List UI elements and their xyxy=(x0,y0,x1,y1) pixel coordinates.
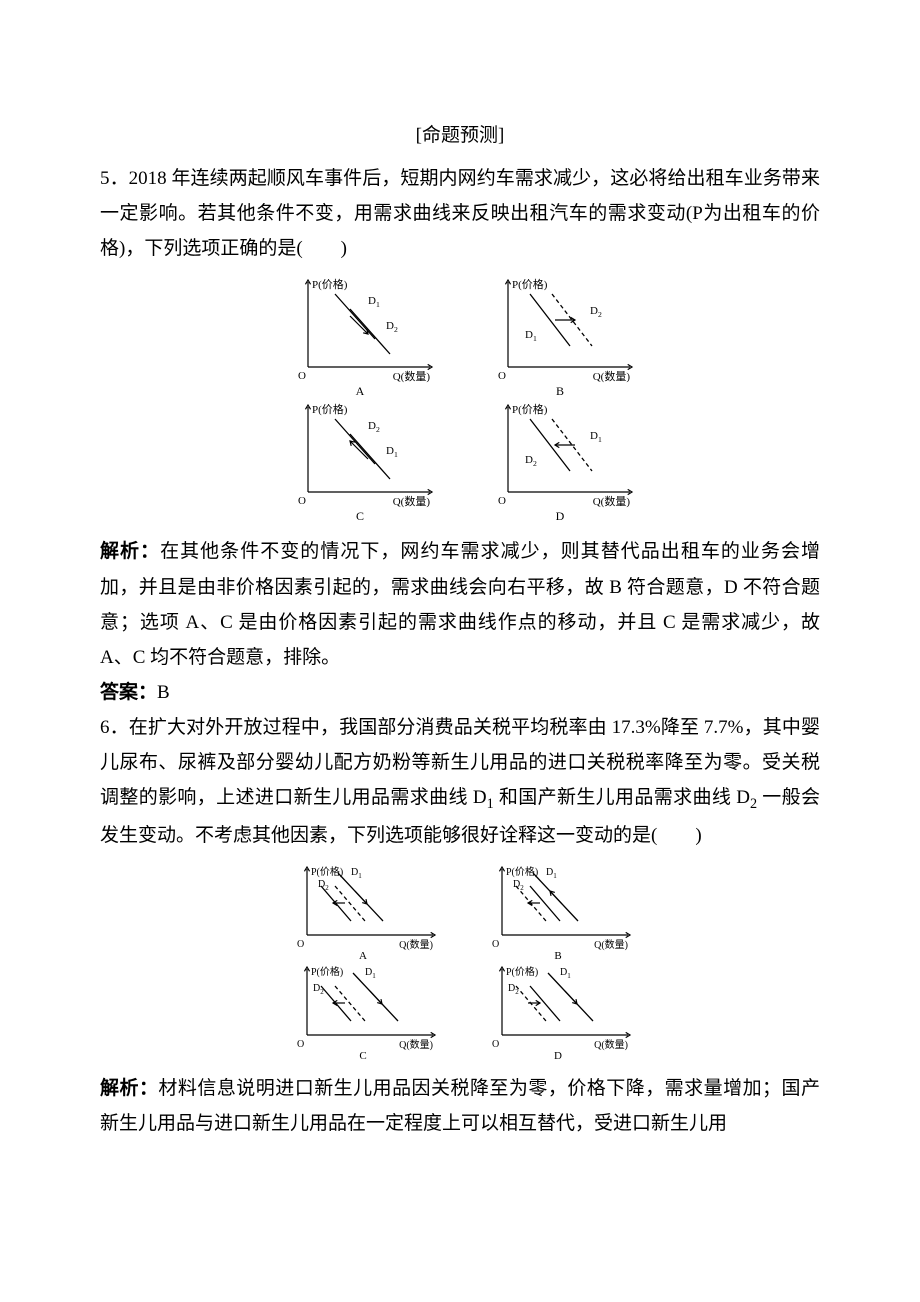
svg-text:D2: D2 xyxy=(513,879,524,892)
svg-text:Q(数量): Q(数量) xyxy=(393,370,431,383)
svg-text:D1: D1 xyxy=(590,430,602,444)
svg-text:P(价格): P(价格) xyxy=(311,865,343,878)
svg-text:Q(数量): Q(数量) xyxy=(594,938,628,951)
demand-chart-a: P(价格) Q(数量) O D1 D2 A xyxy=(280,274,440,399)
svg-text:P(价格): P(价格) xyxy=(506,865,538,878)
q5-figure-grid: P(价格) Q(数量) O D1 D2 A P(价格) Q(数量) O D1 D2 B P(价格) Q(数… xyxy=(260,274,660,524)
svg-text:D1: D1 xyxy=(386,445,398,459)
q6-figure-grid: P(价格) Q(数量) O D1 D2 A P(价格) Q(数量) O D1 D2 B P(价格) Q(数… xyxy=(265,861,655,1061)
svg-text:Q(数量): Q(数量) xyxy=(399,938,433,951)
svg-text:O: O xyxy=(492,939,499,950)
svg-text:D: D xyxy=(556,509,565,523)
analysis-label: 解析： xyxy=(100,541,160,562)
svg-text:Q(数量): Q(数量) xyxy=(593,370,631,383)
svg-text:O: O xyxy=(498,495,506,507)
q6-analysis-text: 材料信息说明进口新生儿用品因关税降至为零，价格下降，需求量增加；国产新生儿用品与… xyxy=(100,1078,820,1134)
q5-number: 5． xyxy=(100,168,129,189)
svg-text:D2: D2 xyxy=(525,454,537,468)
svg-text:P(价格): P(价格) xyxy=(506,965,538,978)
svg-text:Q(数量): Q(数量) xyxy=(393,495,431,508)
svg-text:O: O xyxy=(498,370,506,382)
svg-text:D2: D2 xyxy=(590,305,602,319)
svg-text:O: O xyxy=(298,495,306,507)
svg-text:C: C xyxy=(356,509,364,523)
q5-analysis-text: 在其他条件不变的情况下，网约车需求减少，则其替代品出租车的业务会增加，并且是由非… xyxy=(100,541,820,667)
q5-answer: 答案：B xyxy=(100,675,820,710)
svg-text:Q(数量): Q(数量) xyxy=(593,495,631,508)
q5-stem: 5．2018 年连续两起顺风车事件后，短期内网约车需求减少，这必将给出租车业务带… xyxy=(100,161,820,266)
svg-text:D1: D1 xyxy=(351,867,362,880)
svg-text:A: A xyxy=(356,384,365,398)
demand-chart-d: P(价格) Q(数量) O D1 D2 D xyxy=(478,961,638,1061)
svg-text:D1: D1 xyxy=(365,967,376,980)
svg-text:D2: D2 xyxy=(508,983,519,996)
svg-text:B: B xyxy=(556,384,564,398)
svg-text:D1: D1 xyxy=(368,295,380,309)
q6-sub1: 1 xyxy=(487,796,494,812)
svg-text:D1: D1 xyxy=(525,329,537,343)
demand-chart-b: P(价格) Q(数量) O D1 D2 B xyxy=(480,274,640,399)
demand-chart-b: P(价格) Q(数量) O D1 D2 B xyxy=(478,861,638,961)
svg-text:O: O xyxy=(297,939,304,950)
svg-text:Q(数量): Q(数量) xyxy=(594,1038,628,1051)
demand-chart-d: P(价格) Q(数量) O D1 D2 D xyxy=(480,399,640,524)
svg-text:P(价格): P(价格) xyxy=(512,277,548,291)
svg-text:D2: D2 xyxy=(386,320,398,334)
svg-text:D2: D2 xyxy=(368,420,380,434)
svg-text:P(价格): P(价格) xyxy=(312,277,348,291)
q6-number: 6． xyxy=(100,717,129,738)
q5-stem-text: 2018 年连续两起顺风车事件后，短期内网约车需求减少，这必将给出租车业务带来一… xyxy=(100,168,820,259)
svg-text:O: O xyxy=(297,1039,304,1050)
svg-text:D1: D1 xyxy=(546,867,557,880)
svg-text:O: O xyxy=(298,370,306,382)
svg-text:D: D xyxy=(554,1050,562,1061)
answer-label: 答案： xyxy=(100,682,157,703)
svg-text:D1: D1 xyxy=(560,967,571,980)
demand-chart-c: P(价格) Q(数量) O D1 D2 C xyxy=(283,961,443,1061)
svg-text:B: B xyxy=(554,950,561,961)
demand-chart-a: P(价格)Q(数量)OD1D2A xyxy=(283,861,443,961)
q6-analysis: 解析：材料信息说明进口新生儿用品因关税降至为零，价格下降，需求量增加；国产新生儿… xyxy=(100,1071,820,1141)
svg-text:C: C xyxy=(359,1050,366,1061)
svg-text:P(价格): P(价格) xyxy=(512,402,548,416)
svg-text:D2: D2 xyxy=(313,983,324,996)
svg-text:A: A xyxy=(359,950,367,961)
svg-text:P(价格): P(价格) xyxy=(311,965,343,978)
svg-text:O: O xyxy=(492,1039,499,1050)
analysis-label: 解析： xyxy=(100,1078,158,1099)
q6-stem: 6．在扩大对外开放过程中，我国部分消费品关税平均税率由 17.3%降至 7.7%… xyxy=(100,710,820,853)
q5-answer-text: B xyxy=(157,682,170,703)
section-title: [命题预测] xyxy=(100,120,820,147)
svg-text:Q(数量): Q(数量) xyxy=(399,1038,433,1051)
q5-analysis: 解析：在其他条件不变的情况下，网约车需求减少，则其替代品出租车的业务会增加，并且… xyxy=(100,534,820,675)
q6-stem-mid: 和国产新生儿用品需求曲线 D xyxy=(494,787,750,808)
svg-text:P(价格): P(价格) xyxy=(312,402,348,416)
demand-chart-c: P(价格) Q(数量) O D1 D2 C xyxy=(280,399,440,524)
